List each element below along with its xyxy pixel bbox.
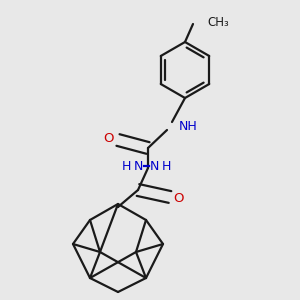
- Text: H: H: [121, 160, 131, 172]
- Text: CH₃: CH₃: [207, 16, 229, 28]
- Text: NH: NH: [179, 121, 198, 134]
- Text: H: H: [161, 160, 171, 172]
- Text: N: N: [149, 160, 159, 172]
- Text: O: O: [104, 133, 114, 146]
- Text: N: N: [133, 160, 143, 172]
- Text: O: O: [173, 191, 183, 205]
